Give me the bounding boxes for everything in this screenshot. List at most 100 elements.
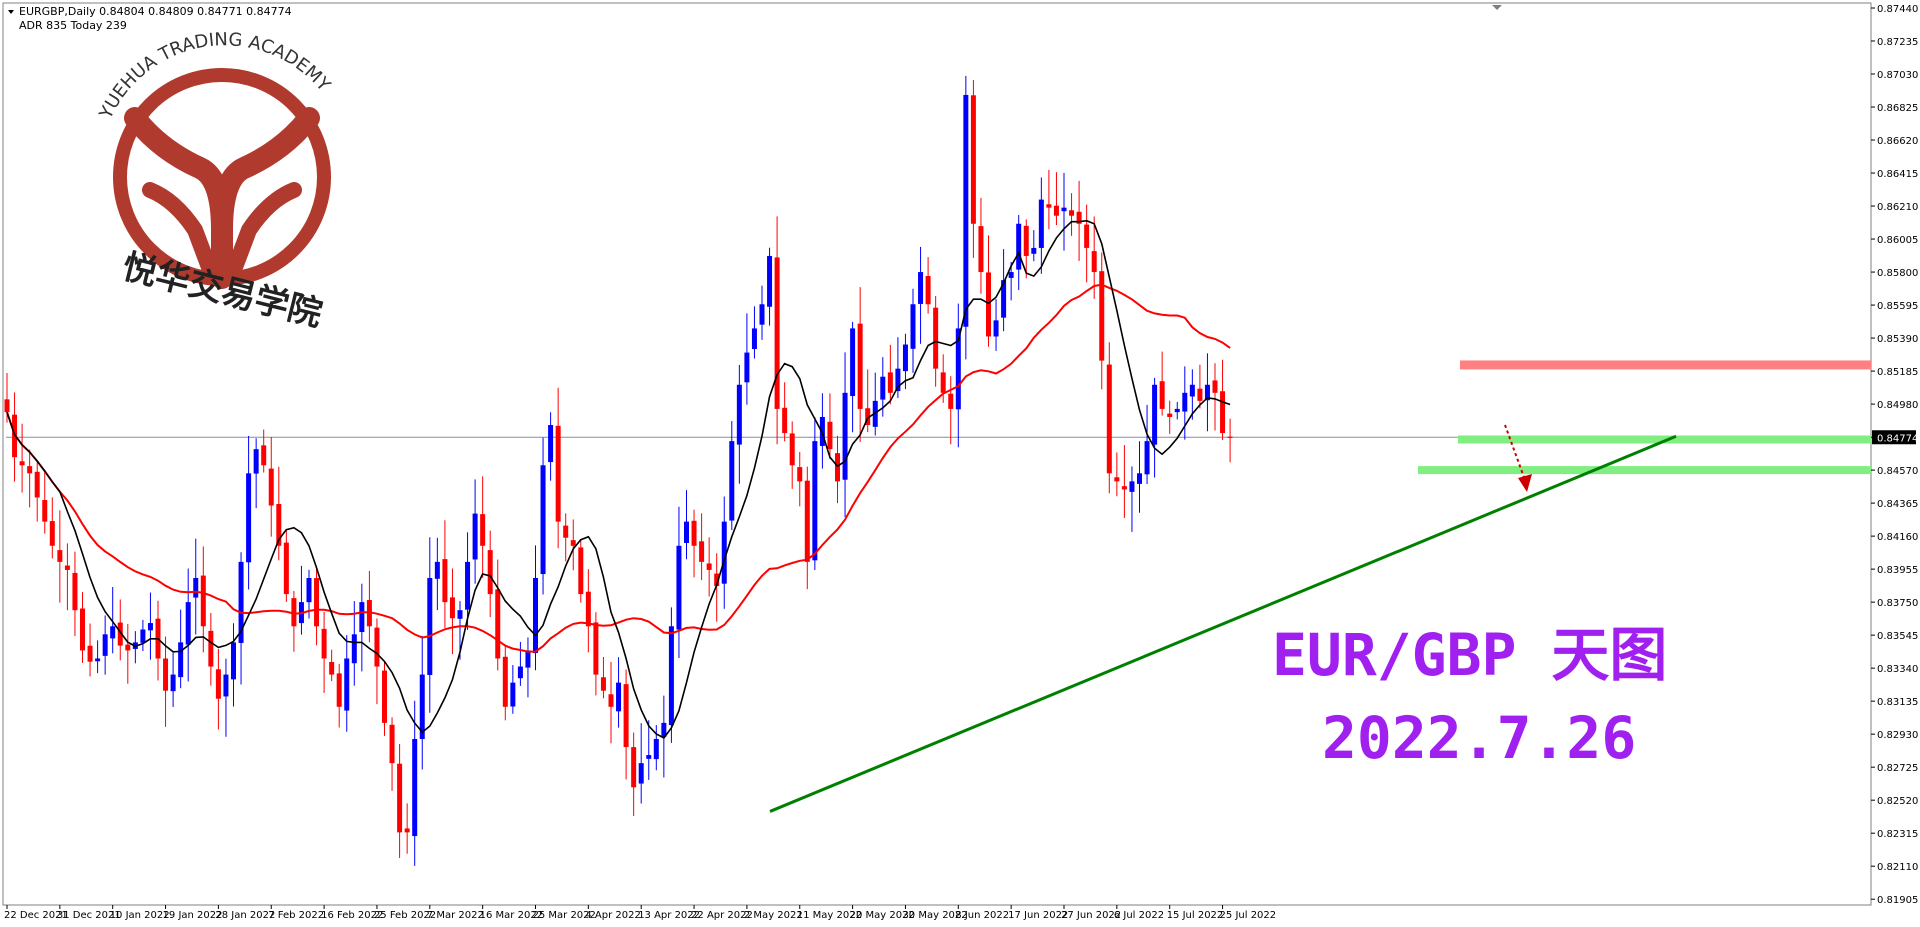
candle[interactable] — [404, 803, 410, 854]
candle[interactable] — [759, 285, 765, 340]
candle[interactable] — [616, 657, 622, 728]
candle[interactable] — [1114, 452, 1120, 497]
candle[interactable] — [638, 723, 644, 804]
candle[interactable] — [872, 372, 878, 436]
candle[interactable] — [865, 369, 871, 433]
candle[interactable] — [827, 393, 833, 460]
candle[interactable] — [1144, 404, 1150, 485]
candle[interactable] — [1137, 441, 1142, 513]
candle[interactable] — [449, 568, 455, 655]
candle[interactable] — [978, 197, 984, 294]
candle[interactable] — [699, 513, 705, 581]
candle[interactable] — [691, 509, 697, 578]
candle[interactable] — [215, 648, 221, 730]
candle[interactable] — [835, 435, 840, 504]
candle[interactable] — [880, 357, 886, 417]
candle[interactable] — [1031, 230, 1037, 262]
candle[interactable] — [283, 530, 289, 602]
candle[interactable] — [80, 592, 85, 663]
candle[interactable] — [261, 429, 267, 473]
candle[interactable] — [525, 637, 531, 698]
candle[interactable] — [789, 421, 795, 489]
candle[interactable] — [329, 649, 335, 682]
candle[interactable] — [751, 306, 757, 359]
candle[interactable] — [653, 725, 659, 771]
candle[interactable] — [223, 658, 229, 737]
candle[interactable] — [684, 490, 689, 560]
candle[interactable] — [631, 732, 637, 816]
candle[interactable] — [1197, 364, 1203, 409]
candle[interactable] — [918, 246, 924, 344]
candle[interactable] — [57, 510, 63, 603]
candle[interactable] — [102, 615, 108, 675]
candle[interactable] — [1204, 353, 1210, 432]
candle[interactable] — [246, 435, 252, 590]
candle[interactable] — [442, 520, 448, 628]
candle[interactable] — [1046, 169, 1052, 230]
candle[interactable] — [517, 641, 523, 686]
candle[interactable] — [548, 412, 554, 481]
candle[interactable] — [465, 532, 471, 630]
candle[interactable] — [19, 423, 25, 493]
candle[interactable] — [563, 513, 569, 562]
candle[interactable] — [593, 612, 599, 696]
candle[interactable] — [1159, 351, 1165, 416]
candle[interactable] — [389, 717, 395, 791]
candle[interactable] — [540, 437, 546, 595]
candle[interactable] — [857, 287, 863, 442]
candle[interactable] — [1174, 401, 1180, 420]
candle[interactable] — [1008, 261, 1014, 301]
candle[interactable] — [993, 299, 999, 351]
candle[interactable] — [374, 618, 380, 705]
candle[interactable] — [208, 612, 214, 686]
candle[interactable] — [427, 537, 433, 713]
candle[interactable] — [970, 79, 976, 258]
candle[interactable] — [910, 288, 916, 373]
candle[interactable] — [585, 569, 591, 653]
candle[interactable] — [608, 662, 614, 744]
candle[interactable] — [1220, 359, 1226, 441]
candle[interactable] — [298, 565, 304, 635]
candle[interactable] — [1212, 363, 1218, 431]
candle[interactable] — [510, 665, 516, 714]
collapse-triangle-icon[interactable] — [8, 10, 14, 14]
candle[interactable] — [117, 599, 123, 661]
candle[interactable] — [87, 623, 93, 677]
candle[interactable] — [495, 559, 501, 671]
candle[interactable] — [276, 466, 282, 561]
candle[interactable] — [200, 546, 206, 653]
candle[interactable] — [578, 539, 584, 603]
candle[interactable] — [434, 537, 440, 611]
candle[interactable] — [397, 743, 403, 858]
candle[interactable] — [185, 568, 191, 682]
candle[interactable] — [721, 496, 727, 609]
candle[interactable] — [850, 321, 856, 433]
candle[interactable] — [797, 452, 803, 507]
candle[interactable] — [42, 469, 48, 534]
candle[interactable] — [419, 636, 425, 770]
candle[interactable] — [359, 583, 365, 672]
candle[interactable] — [706, 537, 712, 597]
candle[interactable] — [1061, 172, 1067, 251]
candle[interactable] — [64, 543, 70, 611]
candle[interactable] — [163, 636, 169, 727]
candle[interactable] — [1084, 204, 1090, 283]
candle[interactable] — [1227, 418, 1233, 463]
candle[interactable] — [314, 569, 320, 646]
scroll-marker-icon[interactable] — [1492, 5, 1502, 10]
candle[interactable] — [147, 592, 153, 660]
candle[interactable] — [140, 619, 146, 651]
candle[interactable] — [887, 344, 893, 405]
candle[interactable] — [412, 700, 418, 866]
candle[interactable] — [1129, 466, 1135, 532]
candle[interactable] — [955, 303, 961, 448]
candle[interactable] — [178, 609, 184, 689]
candle[interactable] — [600, 657, 606, 699]
candle[interactable] — [49, 497, 55, 559]
candle[interactable] — [774, 216, 780, 445]
candle[interactable] — [1099, 252, 1105, 390]
candle[interactable] — [986, 235, 991, 347]
candle[interactable] — [623, 669, 629, 780]
candle[interactable] — [193, 538, 199, 635]
